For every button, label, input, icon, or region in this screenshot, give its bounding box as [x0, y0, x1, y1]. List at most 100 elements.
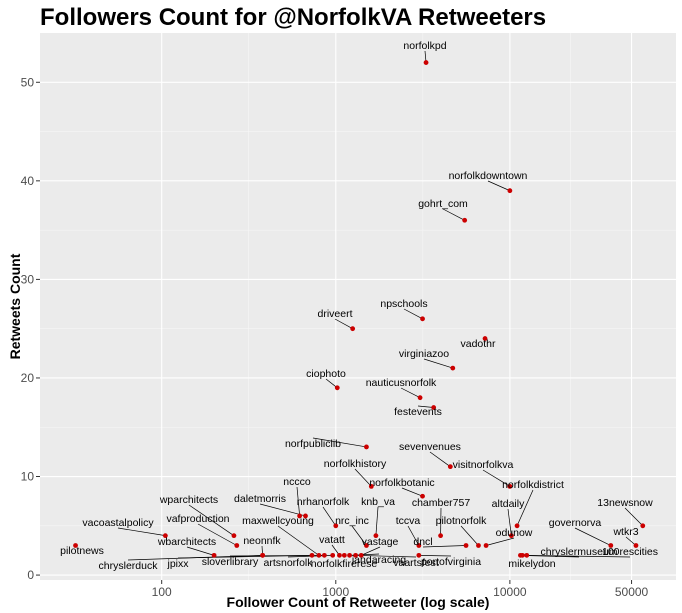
- point-label-artsnorfolk: artsnorfolk: [263, 557, 313, 569]
- leader-line-driveert: [334, 318, 353, 329]
- leader-line-daletmorris: [259, 503, 306, 517]
- data-point-norfolkdowntown: [507, 188, 513, 194]
- point-label-knb-va: knb_va: [361, 496, 395, 508]
- data-point-vacoastalpolicy: [162, 533, 168, 539]
- data-point-norfolkhistory: [368, 483, 374, 489]
- leader-line-npschools: [403, 308, 423, 320]
- data-point-npschools: [420, 316, 425, 322]
- point-label-dncl: dncl: [413, 536, 432, 548]
- data-point-ciophoto: [334, 385, 340, 391]
- data-point-portofvirginia: [416, 552, 422, 558]
- point-label-wbarchitects: wbarchitects: [157, 536, 216, 548]
- point-label-nrhanorfolk: nrhanorfolk: [297, 496, 350, 508]
- y-axis-title: Retweets Count: [7, 253, 23, 359]
- leader-line-sevenvenues: [429, 451, 451, 467]
- point-label-vacoastalpolicy: vacoastalpolicy: [82, 517, 154, 529]
- chart-title: Followers Count for @NorfolkVA Retweeter…: [40, 4, 546, 31]
- point-label-mikelydon: mikelydon: [508, 558, 555, 570]
- point-label-norfolkfirerese: norfolkfirerese: [311, 558, 378, 570]
- leader-line-norfolkhistory: [354, 468, 372, 487]
- leader-line-nrhanorfolk: [322, 506, 337, 526]
- point-label-virginiazoo: virginiazoo: [399, 348, 449, 360]
- leader-line-altdaily: [507, 508, 512, 536]
- point-label-sloverlibrary: sloverlibrary: [202, 556, 259, 568]
- point-label-chamber757: chamber757: [412, 497, 471, 509]
- data-point-wparchitects: [231, 533, 237, 539]
- point-label-13newsnow: 13newsnow: [597, 497, 653, 509]
- y-tick-label: 0: [27, 568, 34, 582]
- point-label-vastage: vastage: [362, 536, 399, 548]
- data-point-tccva: [416, 543, 422, 548]
- data-point-governorva: [608, 543, 614, 548]
- y-tick-label: 30: [21, 272, 35, 286]
- data-point-nrc-inc: [364, 543, 369, 548]
- x-tick-label: 1000: [322, 585, 349, 599]
- data-point-nccco: [297, 513, 303, 519]
- x-tick-label: 10000: [493, 585, 527, 599]
- point-label-daletmorris: daletmorris: [234, 493, 286, 505]
- data-point-festevents: [431, 405, 437, 410]
- point-label-maxwellcyoung: maxwellcyoung: [242, 515, 314, 527]
- point-label-pilotnorfolk: pilotnorfolk: [436, 515, 488, 527]
- leader-line-virginiazoo: [423, 358, 453, 369]
- data-point-norfolkpd: [423, 60, 429, 65]
- data-point-daletmorris: [303, 513, 308, 519]
- leader-line-wparchitects: [188, 504, 235, 536]
- data-point-vafproduction: [234, 543, 240, 548]
- leader-line-governorva: [574, 527, 611, 546]
- point-label-odunow: odunow: [496, 527, 533, 539]
- leader-line-norfolkdowntown: [487, 180, 511, 192]
- leader-line-nrc-inc: [351, 525, 367, 546]
- point-label-portofvirginia: portofvirginia: [421, 556, 481, 568]
- point-label-tccva: tccva: [396, 515, 421, 527]
- y-tick-label: 40: [21, 174, 35, 188]
- leader-line-maxwellcyoung: [277, 525, 320, 556]
- data-point-gohrt-com: [462, 217, 468, 223]
- point-label-nrc-inc: nrc_inc: [335, 515, 369, 527]
- point-label-vadothr: vadothr: [460, 338, 496, 350]
- point-label-norfpubliclib: norfpubliclib: [285, 438, 341, 450]
- data-point-virginiazoo: [450, 365, 456, 371]
- point-label-chryslerduck: chryslerduck: [99, 560, 159, 572]
- data-point-13newsnow: [640, 523, 646, 529]
- y-tick-label: 20: [21, 371, 35, 385]
- data-point-artsnorfolk: [330, 552, 336, 558]
- point-label-nccco: nccco: [283, 476, 311, 488]
- data-point-vadothr: [482, 336, 488, 341]
- point-label-altdaily: altdaily: [492, 498, 525, 510]
- point-label-gohrt-com: gohrt_com: [418, 198, 468, 210]
- data-point-driveert: [350, 326, 356, 332]
- point-label-jpixx: jpixx: [166, 558, 189, 570]
- data-point-vastage: [358, 552, 364, 558]
- y-tick-label: 10: [21, 470, 35, 484]
- data-point-norfolkdistrict: [514, 523, 520, 529]
- point-label-wtkr3: wtkr3: [612, 526, 638, 538]
- point-label-sevenvenues: sevenvenues: [399, 441, 461, 453]
- data-point-vatatt: [337, 552, 342, 558]
- x-axis-title: Follower Count of Retweeter (log scale): [227, 594, 490, 610]
- data-point-chryslerduck: [260, 552, 266, 558]
- data-point-jandaracing: [347, 552, 352, 558]
- point-label-norfolkpd: norfolkpd: [403, 40, 446, 52]
- leader-line-norfolkdistrict: [516, 489, 534, 526]
- data-point-norfpubliclib: [364, 444, 369, 450]
- leader-line-visitnorfolkva: [482, 469, 511, 487]
- leader-line-norfpubliclib: [312, 437, 367, 448]
- data-point-pilotnews: [73, 543, 78, 548]
- y-tick-label: 50: [21, 75, 35, 89]
- data-point-knb-va: [373, 533, 379, 539]
- grid-layer: [40, 33, 676, 580]
- leader-line-13newsnow: [624, 507, 644, 527]
- data-point-sloverlibrary: [321, 552, 327, 558]
- data-point-chamber757: [438, 533, 443, 539]
- label-layer: norfolkpd norfolkdowntown gohrt_comnpschoo…: [60, 40, 658, 572]
- data-point-nauticusnorfolk: [417, 395, 423, 401]
- data-point-vaartsfest: [353, 552, 359, 558]
- leader-line-festevents: [417, 405, 434, 408]
- data-point-altdaily: [508, 533, 514, 539]
- point-label-festevents: festevents: [394, 406, 442, 418]
- data-point-visitnorfolkva: [507, 483, 513, 489]
- point-label-norfolkbotanic: norfolkbotanic: [369, 477, 434, 489]
- point-label-wparchitects: wparchitects: [159, 494, 218, 506]
